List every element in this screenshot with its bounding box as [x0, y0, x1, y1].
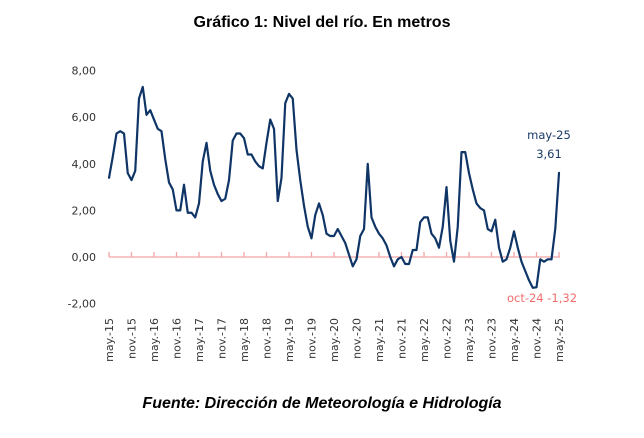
- x-tick-label: may.-20: [328, 318, 341, 362]
- x-axis: [108, 252, 560, 258]
- annotation-last-value: 3,61: [536, 147, 562, 161]
- x-tick-label: nov.-20: [351, 318, 364, 359]
- x-tick-label: may.-17: [193, 318, 206, 362]
- x-tick-label: may.-23: [463, 318, 476, 362]
- x-tick-label: nov.-21: [396, 318, 409, 359]
- x-tick-label: may.-22: [418, 318, 431, 362]
- x-tick-label: may.-21: [373, 318, 386, 362]
- x-tick-label: nov.-18: [261, 318, 274, 359]
- y-axis: 8,00 6,00 4,00 2,00 0,00 -2,00: [68, 65, 96, 311]
- annotation-last-label: may-25: [527, 128, 571, 142]
- x-tick-label: may.-24: [508, 318, 521, 362]
- x-tick-label: nov.-17: [216, 318, 229, 359]
- y-tick-label: 2,00: [72, 204, 97, 217]
- x-tick-label: may.-16: [148, 318, 161, 362]
- y-tick-label: 6,00: [72, 111, 97, 124]
- y-tick-label: 0,00: [72, 251, 97, 264]
- annotation-min: oct-24 -1,32: [507, 291, 577, 305]
- x-tick-label: may.-19: [283, 318, 296, 362]
- chart-source: Fuente: Dirección de Meteorología e Hidr…: [142, 395, 502, 412]
- y-tick-label: 8,00: [72, 65, 97, 78]
- y-tick-label: 4,00: [72, 158, 97, 171]
- x-tick-label: may.-15: [103, 318, 116, 362]
- x-axis-labels: may.-15 nov.-15 may.-16 nov.-16 may.-17 nov.-…: [103, 318, 566, 362]
- x-tick-label: may.-18: [238, 318, 251, 362]
- x-tick-label: may.-25: [553, 318, 566, 362]
- series-line-nivel-del-rio: [107, 85, 561, 289]
- y-tick-label: -2,00: [68, 298, 96, 311]
- x-tick-label: nov.-16: [171, 318, 184, 359]
- x-tick-label: nov.-24: [531, 318, 544, 359]
- x-tick-label: nov.-23: [486, 318, 499, 359]
- x-tick-label: nov.-22: [441, 318, 454, 359]
- chart-title: Gráfico 1: Nivel del río. En metros: [193, 14, 451, 31]
- x-tick-label: nov.-19: [306, 318, 319, 359]
- x-tick-label: nov.-15: [126, 318, 139, 359]
